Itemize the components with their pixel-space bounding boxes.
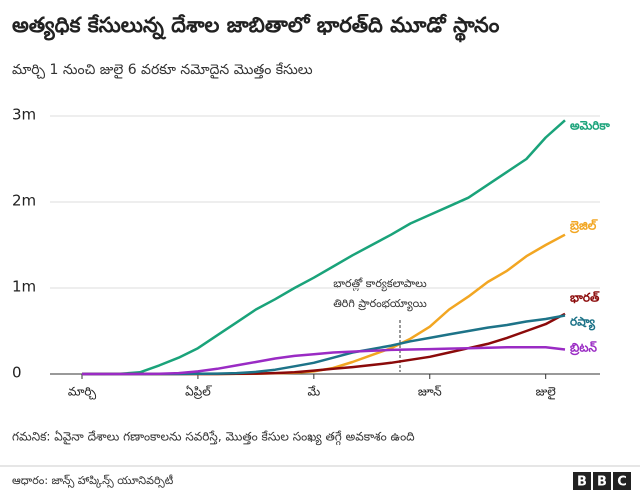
legend-label: భారత్ bbox=[570, 291, 600, 305]
annotation: భారత్లో కార్యకలాపాలు bbox=[333, 277, 427, 292]
series-line bbox=[82, 314, 566, 376]
logo-letter: B bbox=[577, 475, 587, 490]
note: గమనిక: ఏవైనా దేశాలు గణాంకాలను సవరిస్తే, … bbox=[12, 430, 415, 446]
legend-label: బ్రిటన్ bbox=[569, 341, 597, 356]
legend-label: రష్యా bbox=[570, 315, 595, 331]
annotation: తిరిగి ప్రారంభయ్యాయి bbox=[333, 297, 427, 312]
y-tick-label: 3m bbox=[12, 106, 36, 124]
source: ఆధారం: జాన్స్ హాప్కిన్స్ యూనివర్సిటీ bbox=[12, 474, 174, 488]
series-line bbox=[82, 119, 566, 376]
series-line bbox=[82, 346, 566, 376]
y-tick-label: 2m bbox=[12, 192, 36, 210]
logo-box bbox=[593, 472, 611, 490]
logo-letter: C bbox=[617, 475, 627, 490]
legend-label: అమెరికా bbox=[570, 119, 610, 133]
x-tick-label: జులై bbox=[536, 385, 557, 400]
logo-letter: B bbox=[597, 475, 607, 490]
logo-box bbox=[573, 472, 591, 490]
x-tick-label: ఏప్రిల్ bbox=[185, 385, 212, 400]
chart-title: అత్యధిక కేసులున్న దేశాల జాబితాలో భారత్‌ద… bbox=[12, 13, 500, 43]
x-tick-label: మార్చి bbox=[68, 385, 96, 401]
x-tick-label: మే bbox=[307, 385, 320, 399]
y-tick-label: 0 bbox=[12, 364, 22, 382]
y-tick-label: 1m bbox=[12, 278, 36, 296]
chart-subtitle: మార్చి 1 నుంచి జులై 6 వరకూ నమోదైన మొత్తం… bbox=[12, 62, 313, 79]
series-line bbox=[82, 312, 566, 376]
x-tick-label: జూన్ bbox=[418, 385, 442, 399]
legend-label: బ్రెజిల్ bbox=[569, 219, 599, 234]
logo-box bbox=[613, 472, 631, 490]
